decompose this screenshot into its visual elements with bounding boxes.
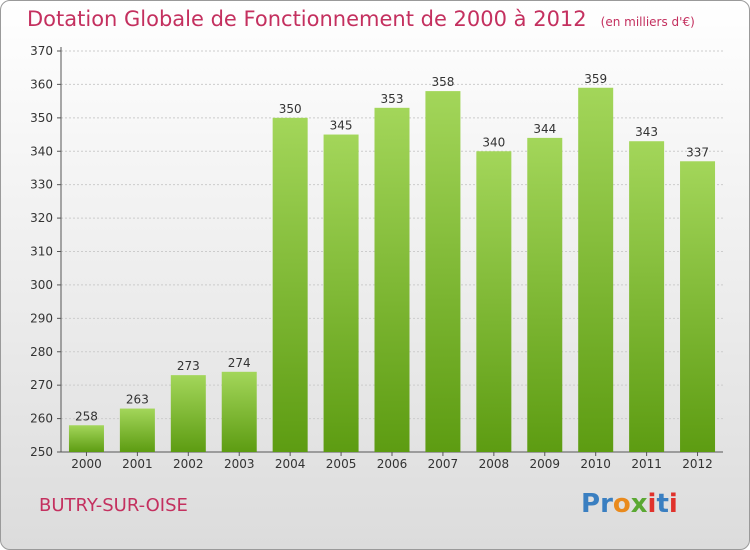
logo-letter: x (630, 489, 648, 519)
y-tick-label: 250 (30, 445, 53, 459)
logo-letter: i (647, 489, 657, 519)
bar-value-label: 340 (482, 135, 505, 149)
bar (527, 137, 563, 452)
commune-name: BUTRY-SUR-OISE (39, 495, 188, 516)
bar-value-label: 273 (177, 359, 200, 373)
y-tick-label: 290 (30, 311, 53, 325)
logo-letter: o (612, 489, 631, 519)
bar (119, 408, 155, 452)
bar (272, 117, 308, 452)
bar (374, 107, 410, 452)
x-tick-label: 2005 (326, 457, 357, 471)
bar-value-label: 345 (330, 119, 353, 133)
x-tick-label: 2007 (428, 457, 459, 471)
x-tick-label: 2006 (377, 457, 408, 471)
logo-letter: t (656, 489, 669, 519)
bar-value-label: 263 (126, 393, 149, 407)
x-tick-label: 2002 (173, 457, 204, 471)
x-tick-label: 2010 (580, 457, 611, 471)
bar (476, 151, 512, 452)
bars (68, 87, 716, 452)
bar (68, 425, 104, 452)
chart-unit: (en milliers d'€) (600, 15, 695, 29)
bar (221, 371, 257, 452)
chart-title: Dotation Globale de Fonctionnement de 20… (27, 7, 695, 31)
bar-value-label: 359 (584, 72, 607, 86)
x-tick-label: 2011 (631, 457, 662, 471)
proxiti-logo: Proxiti (581, 489, 678, 519)
x-tick-label: 2004 (275, 457, 306, 471)
x-tick-label: 2001 (122, 457, 153, 471)
logo-letter: i (668, 489, 678, 519)
bar (425, 91, 461, 452)
bar-value-label: 350 (279, 102, 302, 116)
y-tick-label: 260 (30, 412, 53, 426)
bar (680, 161, 716, 452)
y-tick-label: 280 (30, 345, 53, 359)
bar (323, 134, 359, 452)
bar-value-label: 258 (75, 409, 98, 423)
bar-value-label: 344 (533, 122, 556, 136)
y-tick-label: 270 (30, 378, 53, 392)
bar-value-label: 353 (381, 92, 404, 106)
logo-letter: r (600, 489, 613, 519)
logo-letter: P (581, 489, 601, 519)
data-labels: 258 263 273 274 350 345 353 358 340 344 359 343 337 (75, 72, 709, 424)
bar-value-label: 337 (686, 145, 709, 159)
y-tick-label: 370 (30, 44, 53, 58)
y-tick-label: 310 (30, 245, 53, 259)
x-tick-label: 2000 (71, 457, 102, 471)
y-tick-label: 340 (30, 144, 53, 158)
bar-value-label: 274 (228, 356, 251, 370)
y-tick-label: 320 (30, 211, 53, 225)
bar-value-label: 343 (635, 125, 658, 139)
bar (578, 87, 614, 452)
x-tick-label: 2012 (682, 457, 713, 471)
y-tick-label: 300 (30, 278, 53, 292)
y-tick-label: 360 (30, 77, 53, 91)
bar (629, 141, 665, 452)
bar-value-label: 358 (431, 75, 454, 89)
y-tick-label: 330 (30, 178, 53, 192)
x-tick-label: 2008 (479, 457, 510, 471)
chart-title-text: Dotation Globale de Fonctionnement de 20… (27, 7, 587, 31)
y-tick-label: 350 (30, 111, 53, 125)
x-tick-label: 2009 (529, 457, 560, 471)
bar (170, 375, 206, 452)
x-tick-label: 2003 (224, 457, 255, 471)
